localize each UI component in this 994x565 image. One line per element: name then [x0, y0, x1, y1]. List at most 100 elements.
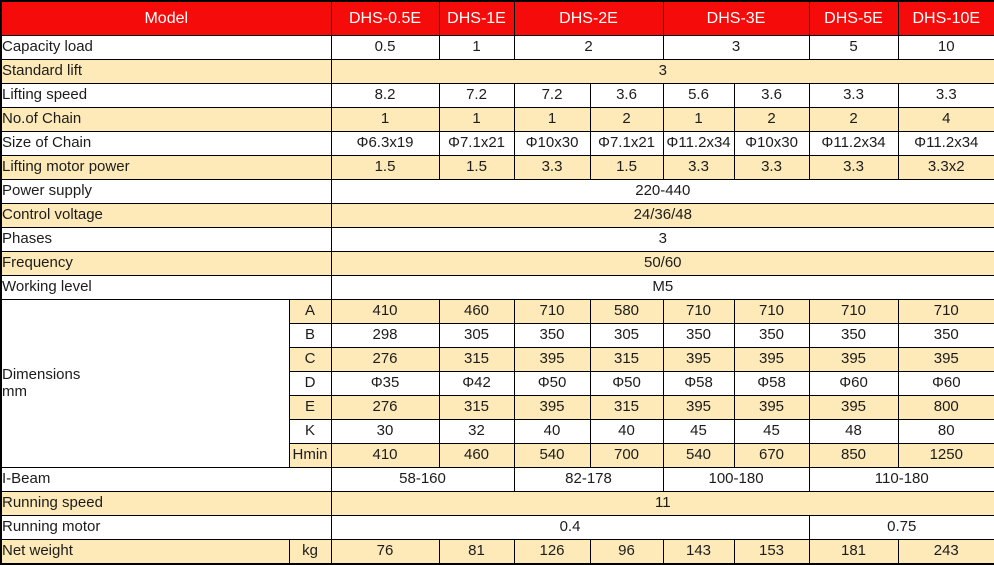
cell-value: Φ60: [808, 371, 899, 396]
cell-value: 350: [733, 323, 810, 348]
cell-value: 395: [513, 347, 591, 372]
cell-value: 710: [513, 299, 591, 324]
cell-value: 2: [808, 107, 899, 132]
row-standard-lift: Standard lift 3: [0, 59, 994, 84]
cell-value: 710: [662, 299, 735, 324]
row-i-beam: I-Beam 58-160 82-178 100-180 110-180: [0, 467, 994, 492]
cell-value: 700: [589, 443, 664, 468]
column-header-dhs-3e: DHS-3E: [662, 0, 810, 36]
cell-value: 1.5: [589, 155, 664, 180]
cell-value: 315: [589, 395, 664, 420]
cell-value: 2: [513, 35, 664, 60]
model-header-cell: Model: [0, 0, 332, 36]
cell-value: 32: [438, 419, 515, 444]
cell-value: Φ7.1x21: [438, 131, 515, 156]
row-dimension-hmin: Hmin 410 460 540 700 540 670 850 1250: [1, 443, 994, 468]
cell-value: 710: [897, 299, 994, 324]
cell-value: 3.3: [733, 155, 810, 180]
row-label-dimensions: Dimensions mm: [0, 299, 290, 468]
row-label-i-beam: I-Beam: [0, 467, 332, 492]
row-label-lifting-motor-power: Lifting motor power: [0, 155, 332, 180]
cell-value: 276: [330, 395, 440, 420]
cell-value: 11: [330, 491, 994, 516]
row-label-no-of-chain: No.of Chain: [0, 107, 332, 132]
cell-value: Φ35: [330, 371, 440, 396]
row-dimension-a: Dimensions mm A 410 460 710 580 710 710 …: [0, 299, 994, 468]
cell-value: 410: [330, 443, 440, 468]
dimensions-label-line1: Dimensions: [2, 366, 81, 383]
cell-value: Φ50: [513, 371, 591, 396]
cell-value: 3: [330, 227, 994, 252]
row-dimension-e: E 276 315 395 315 395 395 395 800: [1, 395, 994, 420]
cell-value: 2: [589, 107, 664, 132]
cell-value: 50/60: [330, 251, 994, 276]
row-dimension-d: D Φ35 Φ42 Φ50 Φ50 Φ58 Φ58 Φ60 Φ60: [1, 371, 994, 396]
cell-value: Φ11.2x34: [897, 131, 994, 156]
column-header-dhs-1e: DHS-1E: [438, 0, 515, 36]
cell-value: 76: [330, 539, 440, 565]
row-label-net-weight: Net weight: [0, 539, 290, 565]
row-no-of-chain: No.of Chain 1 1 1 2 1 2 2 4: [0, 107, 994, 132]
cell-value: 540: [662, 443, 735, 468]
cell-value: 460: [438, 299, 515, 324]
cell-value: 395: [808, 395, 899, 420]
cell-value: Φ11.2x34: [808, 131, 899, 156]
row-power-supply: Power supply 220-440: [0, 179, 994, 204]
cell-value: 395: [662, 347, 735, 372]
cell-value: Φ11.2x34: [662, 131, 735, 156]
cell-value: 48: [808, 419, 899, 444]
column-header-dhs-0-5e: DHS-0.5E: [330, 0, 440, 36]
row-label-power-supply: Power supply: [0, 179, 332, 204]
cell-value: 800: [897, 395, 994, 420]
cell-value: 0.4: [330, 515, 810, 540]
row-label-control-voltage: Control voltage: [0, 203, 332, 228]
cell-value: 460: [438, 443, 515, 468]
cell-value: 143: [662, 539, 735, 565]
table-header-row: Model DHS-0.5E DHS-1E DHS-2E DHS-3E DHS-…: [0, 0, 994, 36]
cell-value: 0.5: [330, 35, 440, 60]
row-running-speed: Running speed 11: [0, 491, 994, 516]
row-net-weight: Net weight kg 76 81 126 96 143 153 181 2…: [0, 539, 994, 565]
cell-value: Φ10x30: [513, 131, 591, 156]
row-capacity-load: Capacity load 0.5 1 2 3 5 10: [0, 35, 994, 60]
row-label-working-level: Working level: [0, 275, 332, 300]
cell-value: 850: [808, 443, 899, 468]
cell-value: 540: [513, 443, 591, 468]
cell-value: 1.5: [438, 155, 515, 180]
net-weight-unit: kg: [288, 539, 332, 565]
dimensions-label-line2: mm: [2, 382, 27, 400]
cell-value: 4: [897, 107, 994, 132]
row-label-size-of-chain: Size of Chain: [0, 131, 332, 156]
row-label-running-motor: Running motor: [0, 515, 332, 540]
cell-value: 40: [513, 419, 591, 444]
cell-value: 350: [513, 323, 591, 348]
cell-value: 100-180: [662, 467, 810, 492]
cell-value: 80: [897, 419, 994, 444]
cell-value: 395: [733, 347, 810, 372]
cell-value: 45: [662, 419, 735, 444]
row-working-level: Working level M5: [0, 275, 994, 300]
cell-value: 395: [733, 395, 810, 420]
cell-value: 3.3: [808, 83, 899, 108]
row-label-capacity-load: Capacity load: [0, 35, 332, 60]
cell-value: 1: [513, 107, 591, 132]
cell-value: 315: [589, 347, 664, 372]
cell-value: 1: [330, 107, 440, 132]
cell-value: 2: [733, 107, 810, 132]
cell-value: 670: [733, 443, 810, 468]
cell-value: 153: [733, 539, 810, 565]
cell-value: 710: [733, 299, 810, 324]
cell-value: 3.6: [589, 83, 664, 108]
row-label-lifting-speed: Lifting speed: [0, 83, 332, 108]
dimension-key-hmin: Hmin: [288, 443, 332, 468]
cell-value: Φ6.3x19: [330, 131, 440, 156]
cell-value: 7.2: [513, 83, 591, 108]
cell-value: 10: [897, 35, 994, 60]
dimension-key-b: B: [288, 323, 332, 348]
cell-value: 3.3: [897, 83, 994, 108]
row-label-running-speed: Running speed: [0, 491, 332, 516]
row-lifting-speed: Lifting speed 8.2 7.2 7.2 3.6 5.6 3.6 3.…: [0, 83, 994, 108]
cell-value: Φ7.1x21: [589, 131, 664, 156]
cell-value: 24/36/48: [330, 203, 994, 228]
